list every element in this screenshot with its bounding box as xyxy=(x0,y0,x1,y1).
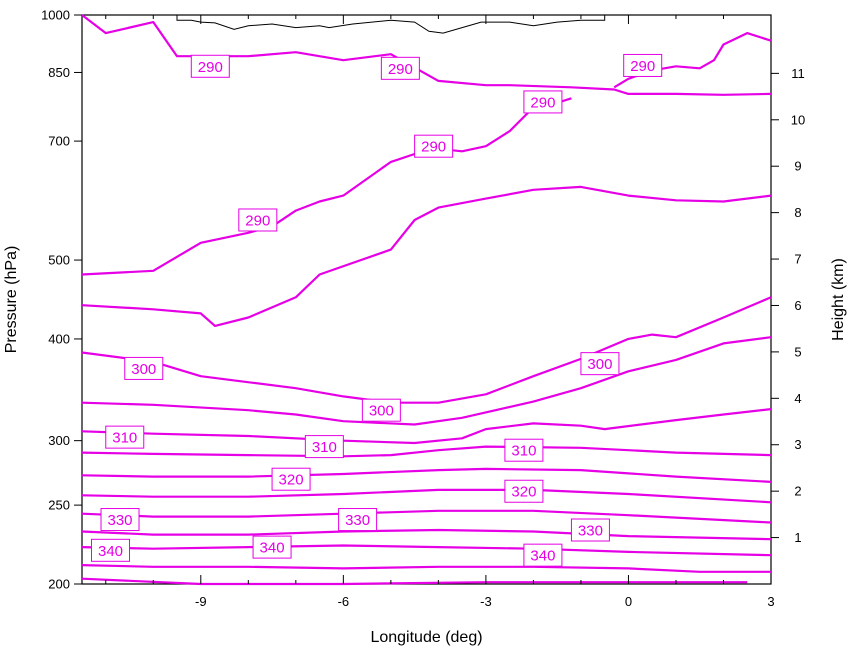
x-tick-label-3: 0 xyxy=(625,594,632,609)
contour-305-8 xyxy=(81,408,772,445)
contour-label-box-4 xyxy=(338,508,378,532)
contour-label-14: 290 xyxy=(245,212,270,229)
y-tick-label-2: 300 xyxy=(48,433,70,448)
x-axis-title: Longitude (deg) xyxy=(370,629,482,646)
contour-label-18: 290 xyxy=(388,61,413,78)
y2-tick-label-10: 11 xyxy=(791,66,805,81)
y-tick-label-5: 700 xyxy=(48,134,70,149)
y-tick-label-7: 1000 xyxy=(41,8,70,23)
y2-tick-label-2: 3 xyxy=(794,437,801,452)
contour-label-2: 340 xyxy=(530,548,555,565)
contour-label-box-16 xyxy=(523,90,563,114)
y2-tick-label-8: 9 xyxy=(794,159,801,174)
contour-label-box-19 xyxy=(623,53,663,77)
contour-label-6: 320 xyxy=(279,472,304,489)
y2-tick-label-7: 8 xyxy=(794,205,801,220)
contour-label-7: 320 xyxy=(511,484,536,501)
contour-label-box-18 xyxy=(380,56,420,80)
contour-layer xyxy=(81,14,772,586)
contour-label-11: 300 xyxy=(131,361,156,378)
contour-label-box-0 xyxy=(91,538,131,562)
contour-label-15: 290 xyxy=(421,139,446,156)
contour-label-box-17 xyxy=(190,54,230,78)
contour-label-layer: 340 340 340 330 330 330 320 320 310 310 310 300 300 3… xyxy=(91,53,663,567)
contour-label-box-12 xyxy=(361,398,401,422)
contour-label-box-10 xyxy=(504,438,544,462)
contour-label-0: 340 xyxy=(98,543,123,560)
contour-label-1: 340 xyxy=(260,540,285,557)
contour-label-4: 330 xyxy=(345,512,370,529)
y2-tick-label-5: 6 xyxy=(794,298,801,313)
contour-310-7 xyxy=(81,445,772,458)
x-tick-label-2: -3 xyxy=(480,594,492,609)
contour-label-box-11 xyxy=(124,356,164,380)
y2-tick-label-9: 10 xyxy=(791,112,805,127)
contour-label-13: 300 xyxy=(587,356,612,373)
y-axis-title: Pressure (hPa) xyxy=(3,246,20,354)
contour-290-11 xyxy=(81,185,772,327)
contour-label-box-6 xyxy=(271,467,311,491)
axis-layer: -9 -6 -3 0 3 200 250 300 400 500 700 850 1000 1 2 3 4 5 6 7… xyxy=(41,8,805,610)
x-tick-label-1: -6 xyxy=(338,594,350,609)
y-tick-label-4: 500 xyxy=(48,253,70,268)
contour-label-9: 310 xyxy=(312,439,337,456)
contour-label-16: 290 xyxy=(530,94,555,111)
contour-label-3: 330 xyxy=(107,512,132,529)
contour-290-13 xyxy=(81,14,772,96)
y2-axis-title: Height (km) xyxy=(830,258,847,341)
contour-label-box-1 xyxy=(252,535,292,559)
y-tick-label-3: 400 xyxy=(48,331,70,346)
contour-label-box-7 xyxy=(504,479,544,503)
contour-290-12 xyxy=(81,97,572,276)
contour-330-3 xyxy=(81,528,772,541)
y-tick-label-1: 250 xyxy=(48,498,70,513)
x-tick-label-4: 3 xyxy=(767,594,774,609)
contour-label-box-3 xyxy=(100,508,140,532)
contour-label-box-5 xyxy=(570,518,610,542)
contour-320-5 xyxy=(81,488,772,504)
contour-315-6 xyxy=(81,467,772,483)
contour-label-box-13 xyxy=(580,352,620,376)
y2-tick-label-4: 5 xyxy=(794,344,801,359)
contour-label-box-2 xyxy=(523,543,563,567)
y2-tick-label-3: 4 xyxy=(794,391,801,406)
contour-345-0 xyxy=(81,577,748,586)
contour-label-12: 300 xyxy=(369,403,394,420)
contour-335-2 xyxy=(81,544,772,557)
y-tick-label-6: 850 xyxy=(48,65,70,80)
contour-label-17: 290 xyxy=(198,59,223,76)
contour-label-box-14 xyxy=(238,208,278,232)
contour-300-9 xyxy=(81,336,772,426)
contour-label-box-15 xyxy=(414,134,454,158)
y2-tick-label-0: 1 xyxy=(794,530,801,545)
contour-340-1 xyxy=(81,564,771,573)
y2-tick-label-1: 2 xyxy=(794,484,801,499)
contour-label-box-8 xyxy=(105,425,145,449)
terrain-outline xyxy=(176,15,606,34)
contour-label-5: 330 xyxy=(578,523,603,540)
terrain-layer xyxy=(176,15,606,34)
contour-295-10 xyxy=(81,296,772,404)
contour-label-10: 310 xyxy=(511,443,536,460)
contour-label-19: 290 xyxy=(630,58,655,75)
contour-325-4 xyxy=(81,509,772,524)
contour-label-8: 310 xyxy=(112,430,137,447)
x-tick-label-0: -9 xyxy=(195,594,207,609)
y-tick-label-0: 200 xyxy=(48,577,70,592)
contour-label-box-9 xyxy=(304,435,344,459)
y2-tick-label-6: 7 xyxy=(794,252,801,267)
